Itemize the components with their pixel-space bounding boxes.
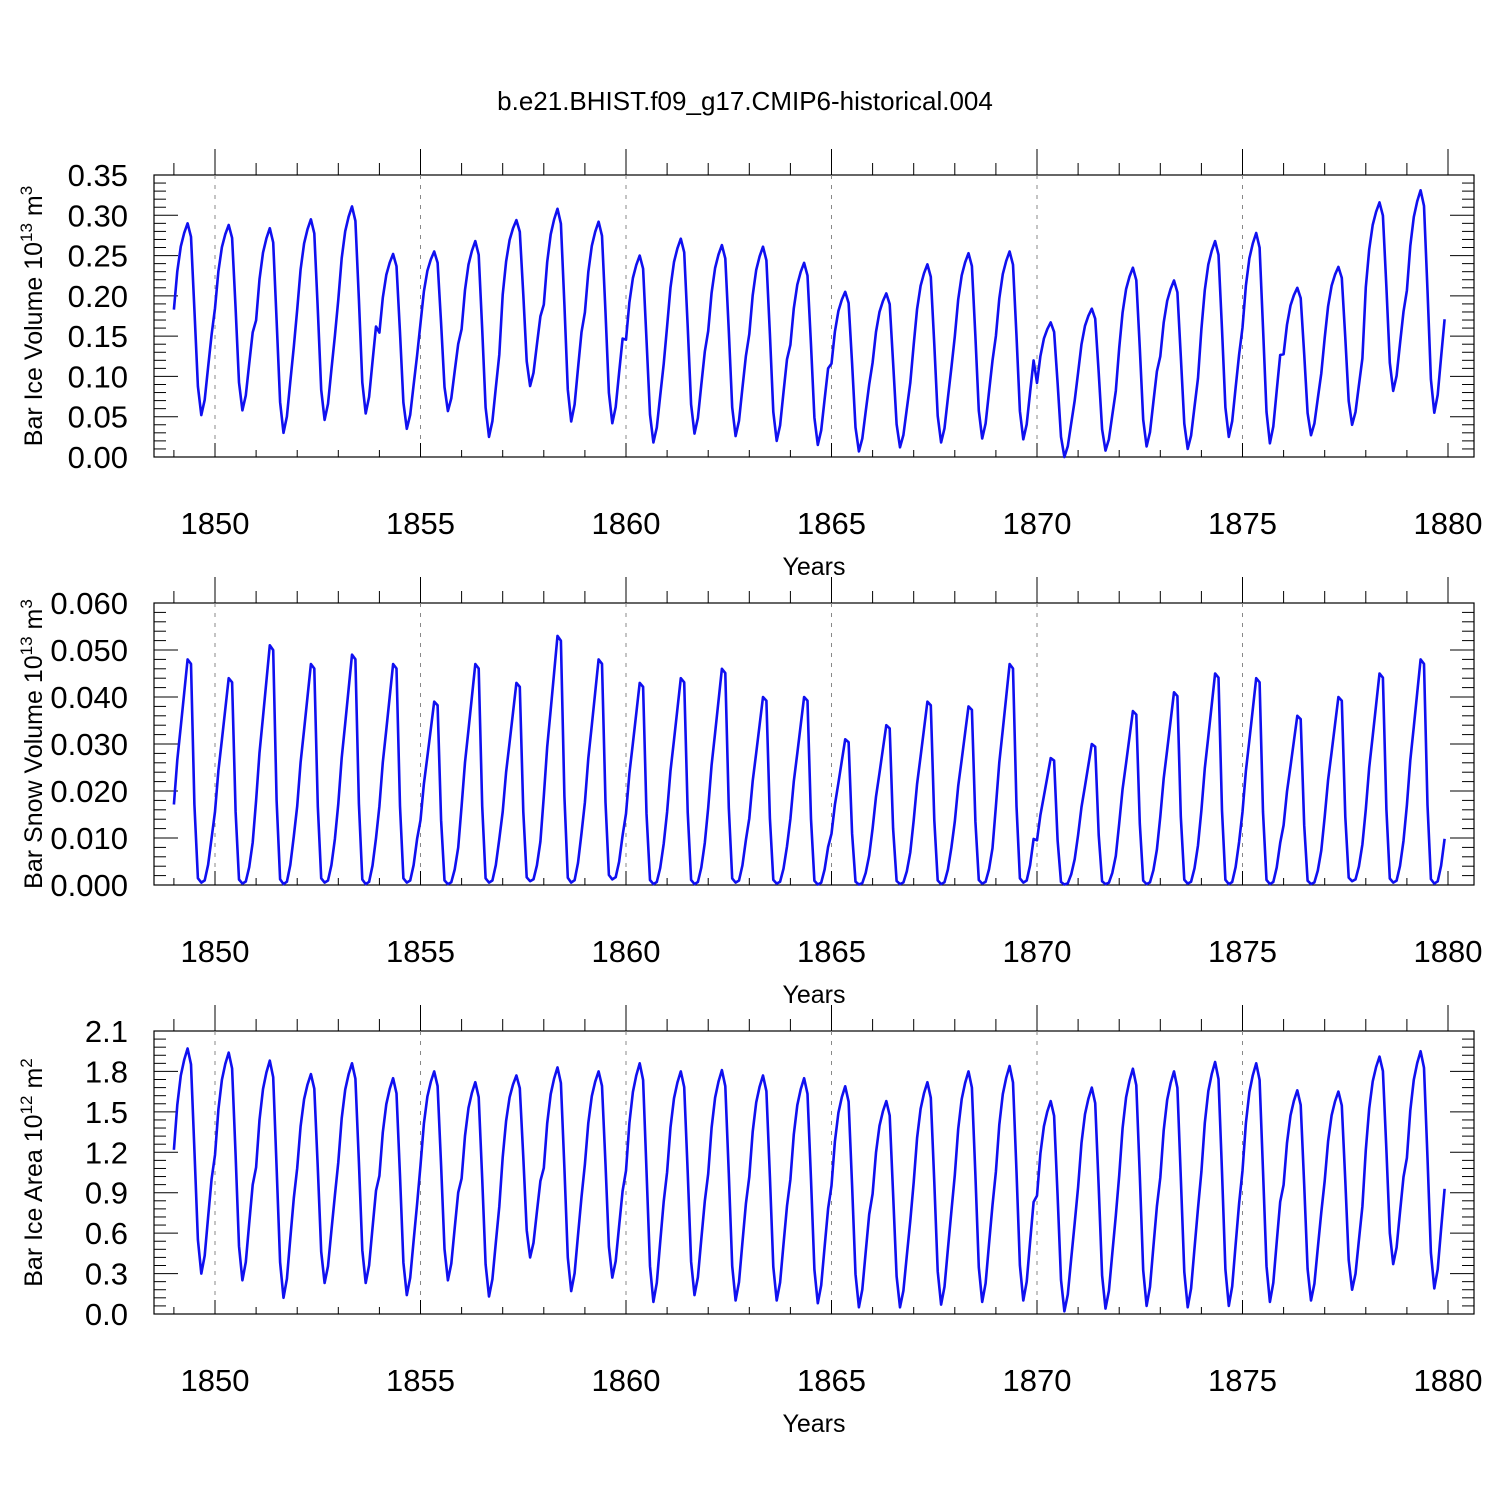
plot-frame xyxy=(153,1030,1475,1315)
y-axis-label-unit: m xyxy=(20,195,48,223)
x-tick-label: 1855 xyxy=(386,934,455,969)
y-axis-label-unit-exponent: 3 xyxy=(17,599,36,608)
y-tick-label: 0.040 xyxy=(50,680,128,715)
y-axis-label-unit: m xyxy=(20,1068,48,1096)
y-axis-label-unit: m xyxy=(20,609,48,637)
panel-bar-snow-volume: 1850 1855 1860 1865 1870 1875 1880 0.000 0.010 0.… xyxy=(17,577,1482,1009)
x-tick-label: 1860 xyxy=(592,506,661,541)
x-tick-label: 1860 xyxy=(592,1363,661,1398)
y-axis-label-text: Bar Ice Area 10 xyxy=(20,1114,48,1286)
y-tick-label: 0.020 xyxy=(50,774,128,809)
panel-bar-ice-area: 1850 1855 1860 1865 1870 1875 1880 0.0 0.3 0.6 0.9… xyxy=(17,1005,1482,1438)
x-axis-label: Years xyxy=(782,1410,845,1438)
x-tick-label: 1855 xyxy=(386,506,455,541)
y-axis-label-text: Bar Ice Volume 10 xyxy=(20,242,48,446)
x-tick-label: 1870 xyxy=(1003,934,1072,969)
y-tick-label: 0.060 xyxy=(50,586,128,621)
y-tick-label: 0.25 xyxy=(68,239,128,274)
y-axis-label-exponent: 13 xyxy=(17,223,36,242)
x-tick-label: 1855 xyxy=(386,1363,455,1398)
x-tick-label: 1860 xyxy=(592,934,661,969)
x-tick-label: 1865 xyxy=(797,934,866,969)
x-axis-label: Years xyxy=(782,553,845,581)
y-tick-label: 2.1 xyxy=(85,1014,128,1049)
panel-bar-ice-volume: 1850 1855 1860 1865 1870 1875 1880 0.00 0.05 0.10… xyxy=(17,149,1482,581)
y-axis-label-exponent: 12 xyxy=(17,1096,36,1115)
y-axis-label-text: Bar Snow Volume 10 xyxy=(20,655,48,888)
x-tick-label: 1880 xyxy=(1414,506,1483,541)
y-axis-label: Bar Snow Volume 1013 m3 xyxy=(17,599,48,889)
x-tick-label: 1870 xyxy=(1003,1363,1072,1398)
y-tick-label: 1.8 xyxy=(85,1054,128,1089)
x-tick-label: 1850 xyxy=(181,506,250,541)
y-axis-label-unit-exponent: 3 xyxy=(17,186,36,195)
x-tick-label: 1880 xyxy=(1414,1363,1483,1398)
y-tick-label: 0.30 xyxy=(68,198,128,233)
plot-frame xyxy=(153,174,1475,458)
series-line xyxy=(172,1047,1446,1313)
y-tick-label: 0.050 xyxy=(50,633,128,668)
y-tick-label: 0.000 xyxy=(50,868,128,903)
y-tick-label: 0.10 xyxy=(68,359,128,394)
x-tick-label: 1850 xyxy=(181,934,250,969)
y-tick-label: 0.6 xyxy=(85,1216,128,1251)
y-axis-label: Bar Ice Volume 1013 m3 xyxy=(17,186,48,446)
y-axis-label-exponent: 13 xyxy=(17,636,36,655)
x-tick-label: 1870 xyxy=(1003,506,1072,541)
x-axis-label: Years xyxy=(782,981,845,1009)
x-tick-label: 1865 xyxy=(797,1363,866,1398)
x-tick-label: 1875 xyxy=(1208,1363,1277,1398)
y-tick-label: 0.05 xyxy=(68,400,128,435)
x-tick-label: 1880 xyxy=(1414,934,1483,969)
figure-title: b.e21.BHIST.f09_g17.CMIP6-historical.004 xyxy=(497,86,993,116)
y-tick-label: 0.20 xyxy=(68,279,128,314)
x-tick-label: 1875 xyxy=(1208,934,1277,969)
y-tick-label: 1.5 xyxy=(85,1095,128,1130)
series-line xyxy=(172,189,1446,459)
y-tick-label: 0.0 xyxy=(85,1297,128,1332)
x-tick-label: 1875 xyxy=(1208,506,1277,541)
y-axis-label-unit-exponent: 2 xyxy=(17,1058,36,1067)
y-tick-label: 0.35 xyxy=(68,158,128,193)
y-tick-label: 0.010 xyxy=(50,821,128,856)
y-tick-label: 0.3 xyxy=(85,1257,128,1292)
y-tick-label: 1.2 xyxy=(85,1135,128,1170)
y-tick-label: 0.15 xyxy=(68,319,128,354)
y-axis-label: Bar Ice Area 1012 m2 xyxy=(17,1058,48,1287)
y-tick-label: 0.030 xyxy=(50,727,128,762)
x-tick-label: 1865 xyxy=(797,506,866,541)
y-tick-label: 0.9 xyxy=(85,1176,128,1211)
x-tick-label: 1850 xyxy=(181,1363,250,1398)
y-tick-label: 0.00 xyxy=(68,440,128,475)
plot-frame xyxy=(153,602,1475,886)
series-line xyxy=(172,634,1446,886)
